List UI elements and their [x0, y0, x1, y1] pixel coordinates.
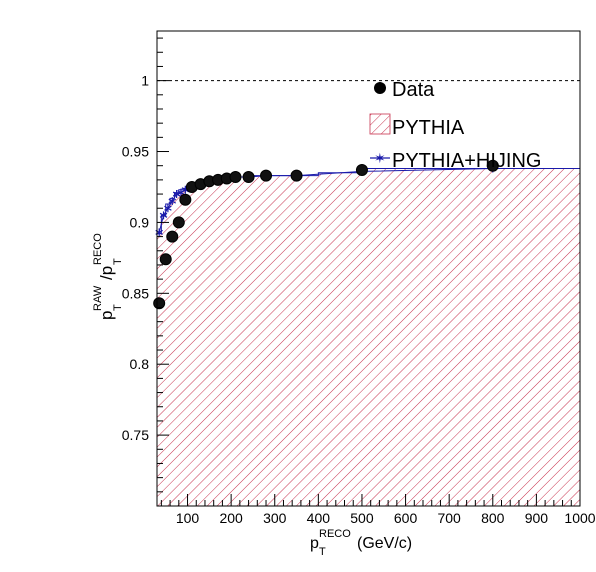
legend-hijing-star-icon: ✶: [374, 150, 386, 166]
y-axis-title-num-superscript: RAW: [92, 285, 104, 311]
pythia-hijing-point: [159, 211, 168, 220]
y-tick-label: 0.95: [122, 144, 149, 160]
x-tick-label: 300: [263, 510, 287, 526]
data-point: [153, 297, 166, 310]
data-point: [229, 171, 242, 184]
x-tick-label: 800: [481, 510, 505, 526]
data-series: [153, 159, 499, 310]
y-tick-label: 1: [141, 73, 149, 89]
y-axis-title: p T RAW /p T RECO: [92, 233, 124, 320]
y-tick-label: 0.85: [122, 285, 149, 301]
x-tick-label: 100: [176, 510, 200, 526]
y-axis-title-num-subscript: T: [112, 304, 124, 311]
y-axis-title-num: p: [97, 311, 116, 320]
data-point: [159, 253, 172, 266]
data-point: [355, 163, 368, 176]
data-point: [179, 193, 192, 206]
x-axis-title-main: p: [310, 535, 319, 552]
axis-ticks: 100 200 300 400 500 600 700 800 900 1000 0.75 0.8 0.…: [122, 37, 596, 526]
pythia-hijing-point: [168, 197, 177, 206]
data-point: [486, 159, 499, 172]
x-tick-label: 1000: [564, 510, 595, 526]
y-tick-label: 0.9: [130, 214, 150, 230]
y-axis-title-den-superscript: RECO: [92, 233, 104, 265]
y-tick-label: 0.75: [122, 427, 149, 443]
data-point: [166, 230, 179, 243]
x-tick-label: 600: [394, 510, 418, 526]
x-tick-label: 900: [525, 510, 549, 526]
x-axis-title: p T RECO (GeV/c): [310, 528, 412, 558]
y-axis-title-den-subscript: T: [112, 258, 124, 265]
data-point: [260, 169, 273, 182]
data-point: [172, 216, 185, 229]
legend-label-pythia-hijing: PYTHIA+HIJING: [392, 150, 541, 172]
x-tick-label: 400: [307, 510, 331, 526]
pythia-hijing-point: [164, 204, 172, 213]
x-tick-label: 700: [437, 510, 461, 526]
x-axis-title-subscript: T: [319, 546, 326, 558]
pythia-hatched-area: [157, 168, 580, 507]
y-tick-label: 0.8: [130, 356, 150, 372]
data-point: [242, 171, 255, 184]
y-axis-title-separator: /p: [97, 266, 116, 280]
legend-label-pythia: PYTHIA: [392, 117, 465, 139]
x-tick-label: 200: [219, 510, 243, 526]
legend-data-marker: [374, 82, 386, 94]
plot-frame: [156, 30, 581, 507]
legend: Data PYTHIA ✶ PYTHIA+HIJING: [369, 79, 541, 172]
pythia-hijing-point: [172, 190, 181, 199]
legend-label-data: Data: [392, 79, 435, 101]
legend-pythia-marker: [369, 113, 391, 135]
data-point: [290, 169, 303, 182]
pythia-histogram: [157, 168, 580, 507]
x-axis-title-unit: (GeV/c): [357, 535, 412, 552]
x-axis-title-superscript: RECO: [319, 528, 351, 540]
x-tick-label: 500: [350, 510, 374, 526]
